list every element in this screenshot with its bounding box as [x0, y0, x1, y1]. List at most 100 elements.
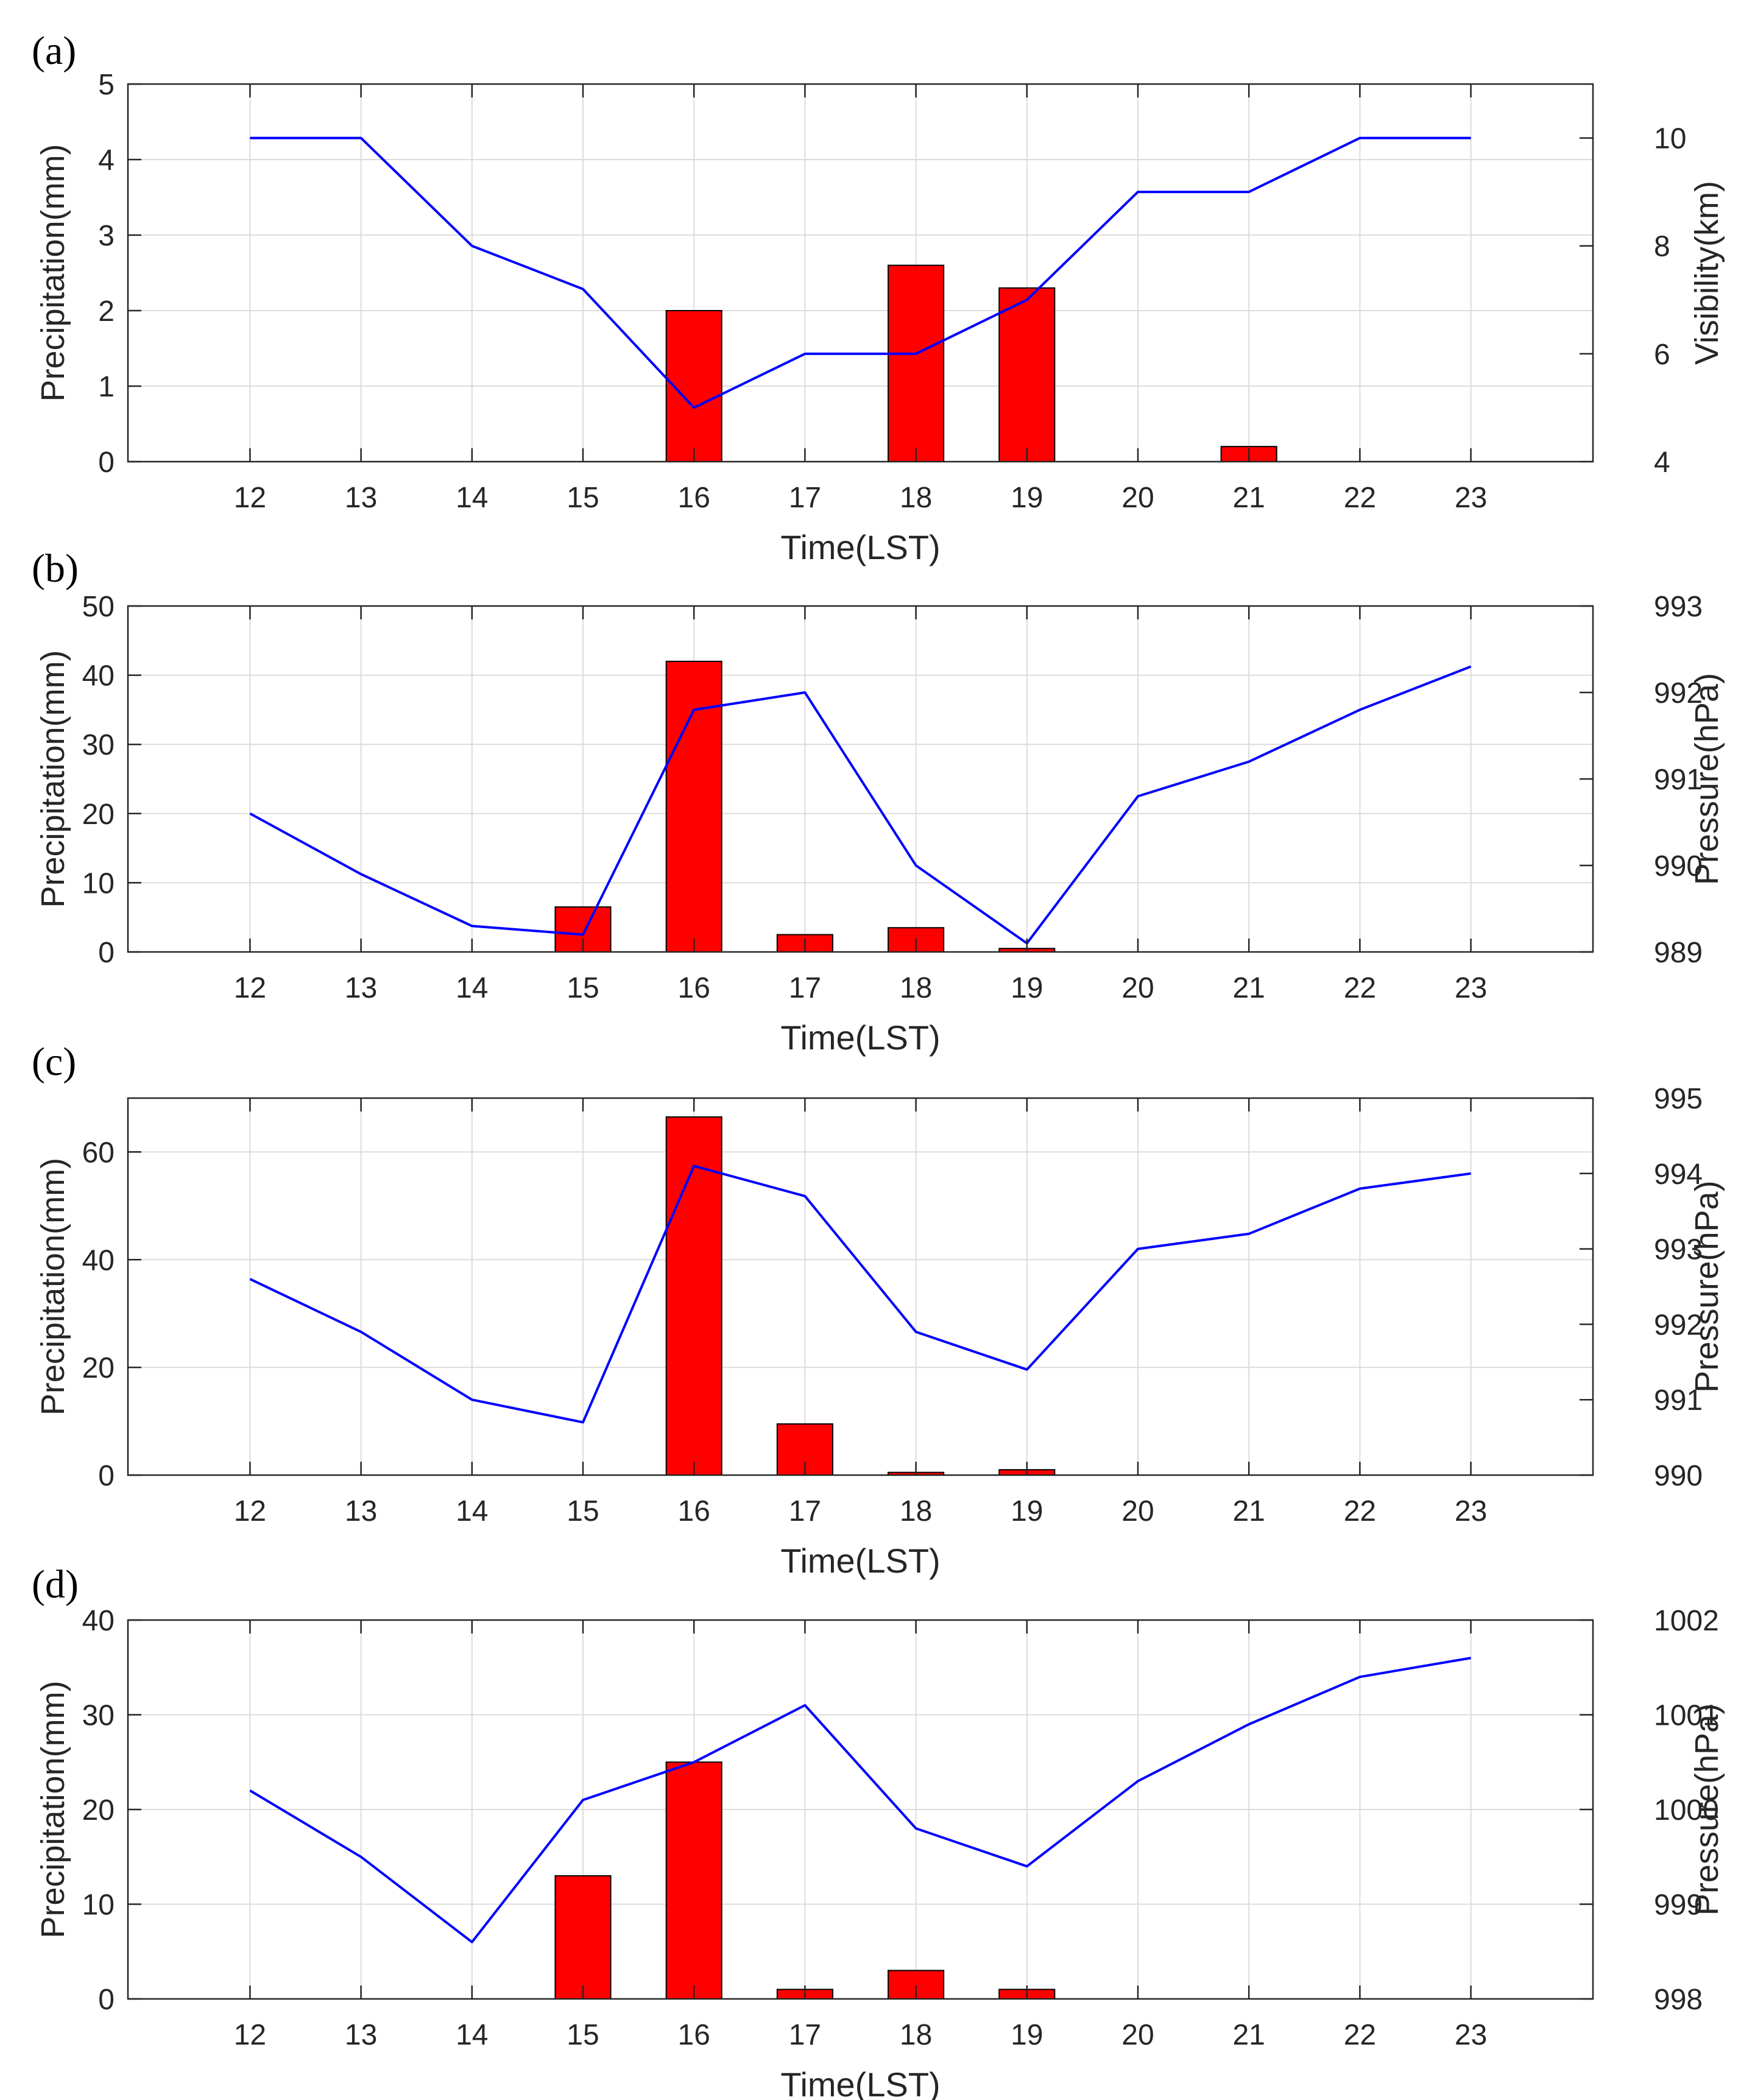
x-tick-label: 19 [1011, 1495, 1043, 1527]
y-tick-label: 10 [82, 867, 115, 900]
pressure-line [249, 1165, 1471, 1424]
x-tick-label: 18 [900, 972, 932, 1004]
y-tick-label: 30 [82, 729, 115, 761]
x-tick-label: 13 [345, 482, 377, 514]
y-tick-label: 10 [82, 1889, 115, 1922]
x-tick-label: 13 [345, 972, 377, 1004]
y-right-tick-label: 994 [1654, 1158, 1703, 1191]
x-tick-label: 22 [1344, 2019, 1376, 2051]
x-tick-label: 23 [1455, 1495, 1487, 1527]
y-tick-label: 50 [82, 591, 115, 623]
x-tick-label: 15 [567, 1495, 599, 1527]
panel-label: (d) [32, 1562, 79, 1607]
y-right-tick-label: 991 [1654, 764, 1703, 796]
y-tick-label: 0 [98, 1460, 115, 1492]
y-tick-label: 40 [82, 660, 115, 692]
y-axis-title: Precipitation(mm) [35, 1680, 71, 1938]
x-tick-label: 20 [1121, 972, 1154, 1004]
x-tick-label: 15 [567, 2019, 599, 2051]
x-tick-label: 19 [1011, 2019, 1043, 2051]
panel-c: 12 13 14 15 16 17 18 19 20 21 22 23 0 20 40 60 990 991 992… [32, 1040, 1725, 1580]
y-tick-label: 0 [98, 1984, 115, 2016]
x-tick-label: 20 [1121, 2019, 1154, 2051]
y-right-axis-title: Pressure(hPa) [1689, 673, 1725, 885]
y-tick-label: 20 [82, 1794, 115, 1827]
visibility-line [250, 136, 1471, 409]
y-tick-label: 40 [82, 1605, 115, 1637]
x-tick-label: 16 [678, 1495, 710, 1527]
y-tick-label: 0 [98, 446, 115, 479]
x-tick-label: 17 [789, 972, 821, 1004]
x-tick-label: 17 [789, 482, 821, 514]
x-tick-label: 22 [1344, 482, 1376, 514]
pressure-line [249, 665, 1472, 945]
panel-label: (b) [32, 546, 79, 591]
y-tick-label: 30 [82, 1700, 115, 1732]
x-tick-label: 23 [1455, 2019, 1487, 2051]
x-tick-label: 16 [678, 972, 710, 1004]
x-tick-label: 16 [678, 482, 710, 514]
y-right-tick-label: 10 [1654, 123, 1686, 155]
x-axis-title: Time(LST) [780, 2065, 940, 2100]
precipitation-bar [665, 1761, 722, 2000]
y-right-tick-label: 1001 [1654, 1700, 1719, 1732]
y-right-tick-label: 993 [1654, 591, 1703, 623]
y-tick-label: 3 [98, 220, 115, 252]
y-right-tick-label: 6 [1654, 339, 1670, 371]
precipitation-bar [665, 1116, 722, 1476]
x-axis-title: Time(LST) [780, 1018, 940, 1057]
x-tick-label: 19 [1011, 482, 1043, 514]
x-tick-label: 22 [1344, 1495, 1376, 1527]
x-tick-label: 21 [1232, 2019, 1265, 2051]
x-tick-label: 17 [789, 2019, 821, 2051]
x-tick-label: 15 [567, 482, 599, 514]
x-tick-label: 13 [345, 2019, 377, 2051]
y-right-tick-label: 990 [1654, 850, 1703, 883]
x-tick-label: 12 [234, 1495, 266, 1527]
pressure-line [249, 1657, 1471, 1943]
x-tick-label: 15 [567, 972, 599, 1004]
x-tick-label: 14 [456, 2019, 488, 2051]
y-right-tick-label: 1000 [1654, 1794, 1719, 1827]
y-tick-label: 0 [98, 937, 115, 969]
x-tick-label: 18 [900, 2019, 932, 2051]
x-tick-label: 20 [1121, 482, 1154, 514]
y-tick-label: 60 [82, 1136, 115, 1169]
precipitation-bar [998, 287, 1056, 462]
y-axis-title: Precipitation(mm) [35, 650, 71, 907]
panel-b: 12 13 14 15 16 17 18 19 20 21 22 23 0 10 20 30 40 50 989 99… [32, 546, 1725, 1057]
x-tick-label: 12 [234, 972, 266, 1004]
y-right-axis-title: Visibility(km) [1689, 181, 1725, 365]
y-tick-label: 4 [98, 144, 115, 177]
x-tick-label: 23 [1455, 972, 1487, 1004]
x-tick-label: 17 [789, 1495, 821, 1527]
x-tick-label: 13 [345, 1495, 377, 1527]
axes-frame [127, 1097, 1594, 1476]
y-right-axis-title: Pressure(hPa) [1689, 1704, 1725, 1915]
precipitation-bar [665, 660, 722, 953]
x-tick-label: 14 [456, 972, 488, 1004]
y-axis-title: Precipitation(mm) [35, 144, 71, 401]
x-tick-label: 16 [678, 2019, 710, 2051]
y-right-tick-label: 990 [1654, 1460, 1703, 1492]
x-tick-label: 21 [1232, 972, 1265, 1004]
x-tick-label: 12 [234, 482, 266, 514]
y-right-tick-label: 991 [1654, 1384, 1703, 1417]
plot-area [128, 1098, 1593, 1475]
x-tick-label: 21 [1232, 482, 1265, 514]
y-tick-label: 20 [82, 798, 115, 831]
panel-d: 12 13 14 15 16 17 18 19 20 21 22 23 0 10 20 30 40 998 999 1… [32, 1562, 1725, 2100]
plot-area [128, 84, 1593, 462]
y-right-tick-label: 998 [1654, 1984, 1703, 2016]
y-tick-label: 20 [82, 1352, 115, 1384]
y-right-tick-label: 995 [1654, 1083, 1703, 1115]
x-tick-label: 19 [1011, 972, 1043, 1004]
y-right-tick-label: 992 [1654, 677, 1703, 710]
axes-frame [127, 83, 1594, 463]
panel-label: (c) [32, 1040, 76, 1084]
panel-label: (a) [32, 29, 76, 73]
y-right-tick-label: 1002 [1654, 1605, 1719, 1637]
y-right-tick-label: 4 [1654, 446, 1670, 479]
y-right-tick-label: 992 [1654, 1309, 1703, 1341]
